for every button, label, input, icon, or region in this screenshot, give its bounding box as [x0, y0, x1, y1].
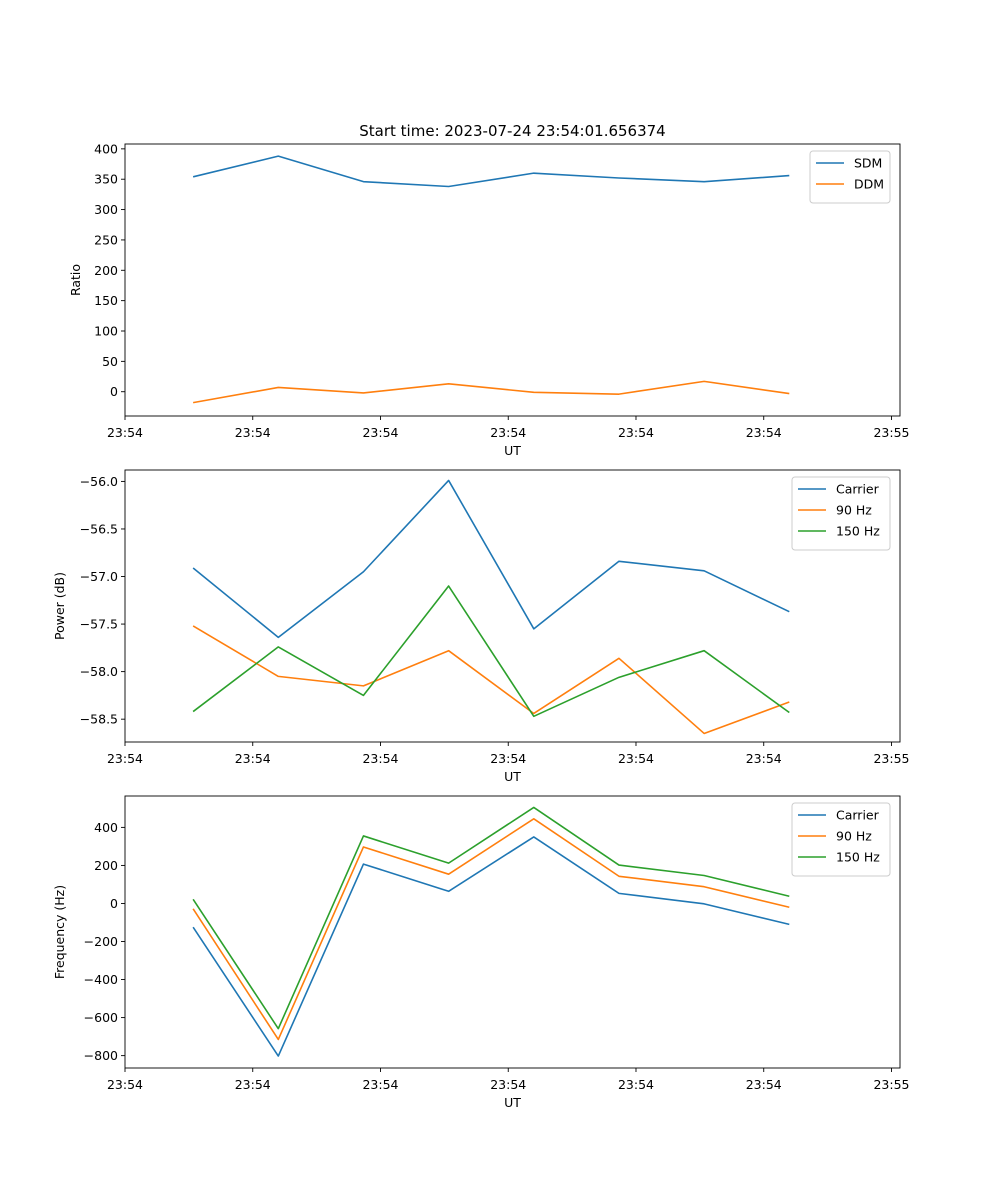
frequency-y-tick-label: −800	[84, 1048, 118, 1063]
ratio-y-tick-label: 100	[94, 324, 118, 339]
frequency-series-90-hz	[192, 818, 790, 1041]
frequency-y-tick-label: −400	[84, 972, 118, 987]
frequency-legend-label-150-hz: 150 Hz	[836, 850, 880, 865]
ratio-y-tick-label: 400	[94, 141, 118, 156]
frequency-y-axis-label: Frequency (Hz)	[52, 885, 67, 979]
ratio-legend-box	[809, 150, 891, 204]
frequency-y-tick-label: −200	[84, 934, 118, 949]
power-x-tick-label: 23:54	[235, 751, 271, 766]
frequency-x-tick-label: 23:54	[746, 1077, 782, 1092]
power-series-90-hz	[192, 625, 790, 735]
power-series-carrier	[192, 479, 790, 639]
ratio-x-tick-label: 23:54	[107, 425, 143, 440]
frequency-y-tick-label: 0	[110, 896, 118, 911]
power-y-tick-label: −56.0	[80, 474, 118, 489]
ratio-x-tick-label: 23:54	[235, 425, 271, 440]
frequency-x-tick-label: 23:54	[362, 1077, 398, 1092]
power-legend: Carrier 90 Hz 150 Hz	[791, 476, 891, 551]
frequency-series-carrier	[192, 836, 790, 1057]
frequency-legend: Carrier 90 Hz 150 Hz	[791, 802, 891, 877]
frequency-panel: −800 −600 −400 −200 0 200 400 23:54 23:54 23:54 23…	[52, 795, 909, 1110]
power-panel: −58.5 −58.0 −57.5 −57.0 −56.5 −56.0 23:54 23:54…	[52, 469, 909, 784]
ratio-y-axis-label: Ratio	[68, 264, 83, 296]
ratio-x-tick-label: 23:54	[362, 425, 398, 440]
ratio-x-tick-label: 23:54	[490, 425, 526, 440]
power-x-tick-label: 23:54	[107, 751, 143, 766]
ratio-y-tick-label: 150	[94, 293, 118, 308]
frequency-x-tick-label: 23:54	[490, 1077, 526, 1092]
ratio-y-tick-label: 50	[102, 354, 118, 369]
frequency-axes-frame	[124, 795, 901, 1069]
power-x-tick-label: 23:54	[362, 751, 398, 766]
power-legend-label-90-hz: 90 Hz	[836, 503, 872, 518]
ratio-series-ddm	[192, 380, 790, 404]
ratio-x-tick-label: 23:55	[873, 425, 909, 440]
power-x-tick-label: 23:54	[490, 751, 526, 766]
power-y-tick-label: −58.0	[80, 664, 118, 679]
power-axes-frame	[124, 469, 901, 743]
frequency-x-tick-label: 23:54	[235, 1077, 271, 1092]
ratio-legend-label-ddm: DDM	[854, 177, 884, 192]
power-legend-label-carrier: Carrier	[836, 482, 880, 497]
frequency-series-150-hz	[192, 806, 790, 1030]
frequency-y-tick-label: 200	[94, 858, 118, 873]
ratio-x-tick-label: 23:54	[618, 425, 654, 440]
ratio-series-sdm	[192, 155, 790, 188]
power-y-tick-label: −57.5	[80, 617, 118, 632]
power-y-tick-label: −58.5	[80, 712, 118, 727]
figure-title: Start time: 2023-07-24 23:54:01.656374	[359, 122, 665, 140]
ratio-y-tick-label: 0	[110, 384, 118, 399]
power-y-tick-label: −57.0	[80, 569, 118, 584]
frequency-x-tick-label: 23:54	[618, 1077, 654, 1092]
ratio-axes-frame	[124, 143, 901, 417]
ratio-legend: SDM DDM	[809, 150, 891, 204]
frequency-x-axis-label: UT	[504, 1095, 521, 1110]
ratio-panel: 0 50 100 150 200 250 300 350 400 23:54 23:54 23:54 2…	[68, 141, 909, 458]
frequency-x-tick-label: 23:54	[107, 1077, 143, 1092]
frequency-x-tick-label: 23:55	[873, 1077, 909, 1092]
ratio-y-tick-label: 300	[94, 202, 118, 217]
ratio-legend-label-sdm: SDM	[854, 156, 882, 171]
power-x-axis-label: UT	[504, 769, 521, 784]
power-y-axis-label: Power (dB)	[52, 572, 67, 640]
ratio-y-tick-label: 250	[94, 232, 118, 247]
frequency-y-tick-label: 400	[94, 820, 118, 835]
ratio-y-tick-label: 350	[94, 172, 118, 187]
ratio-x-axis-label: UT	[504, 443, 521, 458]
frequency-legend-label-carrier: Carrier	[836, 808, 880, 823]
power-legend-label-150-hz: 150 Hz	[836, 524, 880, 539]
frequency-y-tick-label: −600	[84, 1010, 118, 1025]
power-series-150-hz	[192, 585, 790, 718]
ratio-x-tick-label: 23:54	[746, 425, 782, 440]
power-y-tick-label: −56.5	[80, 521, 118, 536]
power-x-tick-label: 23:54	[618, 751, 654, 766]
power-x-tick-label: 23:54	[746, 751, 782, 766]
frequency-legend-label-90-hz: 90 Hz	[836, 829, 872, 844]
ratio-y-tick-label: 200	[94, 263, 118, 278]
power-x-tick-label: 23:55	[873, 751, 909, 766]
